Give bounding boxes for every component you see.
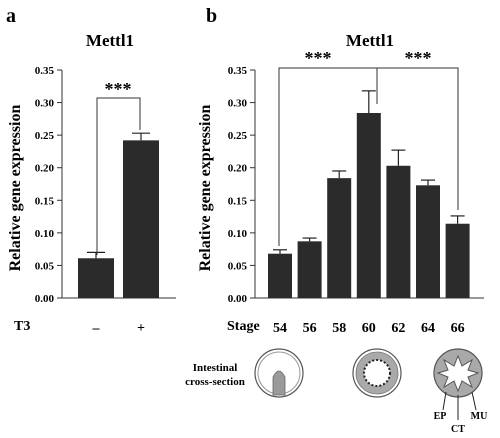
panel-b-x-tick-label: 66: [451, 321, 465, 336]
panel-b-bar: [356, 112, 381, 298]
panel-a-x-tick-label: –: [92, 321, 101, 336]
cross-section-stage-54: [254, 348, 304, 398]
panel-letter-b: b: [206, 5, 217, 27]
panel-b-x-tick-label: 54: [273, 321, 287, 336]
panel-b-x-axis-label: Stage: [227, 319, 260, 334]
panel-b-bar: [416, 185, 440, 298]
panel-b-x-tick-label: 58: [332, 321, 346, 336]
panel-b-y-tick-label: 0.30: [228, 98, 248, 110]
panel-b-bracket-right: [377, 67, 459, 210]
panel-b-y-tick-label: 0.15: [228, 195, 248, 207]
panel-a-title: Mettl1: [86, 31, 134, 50]
panel-b-bracket-left: [278, 67, 378, 246]
cross-section-label-line2: cross-section: [185, 376, 245, 388]
panel-b-y-tick-label: 0.00: [228, 293, 248, 305]
ep-pointer: [442, 391, 447, 411]
layer-label-ep: EP: [434, 411, 447, 422]
panel-b-y-tick-label: 0.20: [228, 163, 248, 175]
panel-b-bar: [268, 253, 292, 298]
mu-pointer: [471, 391, 477, 411]
panel-b-significance-right: ***: [405, 48, 432, 68]
layer-label-mu: MU: [471, 411, 488, 422]
cross-section-stage-60: [352, 348, 402, 398]
cross-section-stage-66: [433, 348, 483, 398]
panel-a-bar: [78, 258, 114, 298]
panel-b-bar: [445, 223, 470, 298]
panel-b-title: Mettl1: [346, 31, 394, 50]
panel-b-bar: [297, 241, 322, 298]
chart-b: 0.00 0.05 0.10 0.15 0.20 0.25 0.30 0.35 54 56 58 60…: [228, 65, 484, 336]
panel-b-y-tick-label: 0.10: [228, 228, 248, 240]
panel-a-significance-bracket: [96, 97, 141, 255]
panel-a-y-tick-label: 0.00: [35, 293, 55, 305]
panel-a-significance: ***: [105, 79, 132, 99]
panel-a-y-tick-label: 0.10: [35, 228, 55, 240]
panel-b-bar: [327, 178, 352, 298]
panel-a-y-tick-label: 0.35: [35, 65, 55, 77]
cross-section-label-line1: Intestinal: [193, 362, 238, 374]
panel-b-y-axis-label: Relative gene expression: [197, 105, 214, 272]
chart-a: 0.00 0.05 0.10 0.15 0.20 0.25 0.30 0.35 – +: [35, 65, 176, 336]
panel-b-x-tick-label: 60: [362, 321, 376, 336]
panel-a-bar: [123, 140, 159, 298]
panel-b-y-tick-label: 0.35: [228, 65, 248, 77]
panel-a-y-tick-label: 0.05: [35, 260, 55, 272]
panel-a-y-tick-label: 0.25: [35, 130, 55, 142]
panel-a-x-axis-label: T3: [14, 319, 30, 334]
panel-b-x-tick-label: 56: [303, 321, 317, 336]
panel-a-y-axis-label: Relative gene expression: [7, 105, 24, 272]
panel-a-y-tick-label: 0.30: [35, 98, 55, 110]
panel-a-y-tick-label: 0.15: [35, 195, 55, 207]
panel-b-y-tick-label: 0.25: [228, 130, 248, 142]
panel-a-y-tick-label: 0.20: [35, 163, 55, 175]
panel-b-x-tick-label: 62: [391, 321, 405, 336]
panel-b-x-tick-label: 64: [421, 321, 435, 336]
panel-letter-a: a: [6, 5, 16, 27]
panel-b-y-tick-label: 0.05: [228, 260, 248, 272]
panel-a-x-tick-label: +: [137, 321, 145, 336]
panel-b-bar: [386, 165, 411, 298]
layer-label-ct: CT: [451, 424, 465, 435]
panel-b-significance-left: ***: [305, 48, 332, 68]
